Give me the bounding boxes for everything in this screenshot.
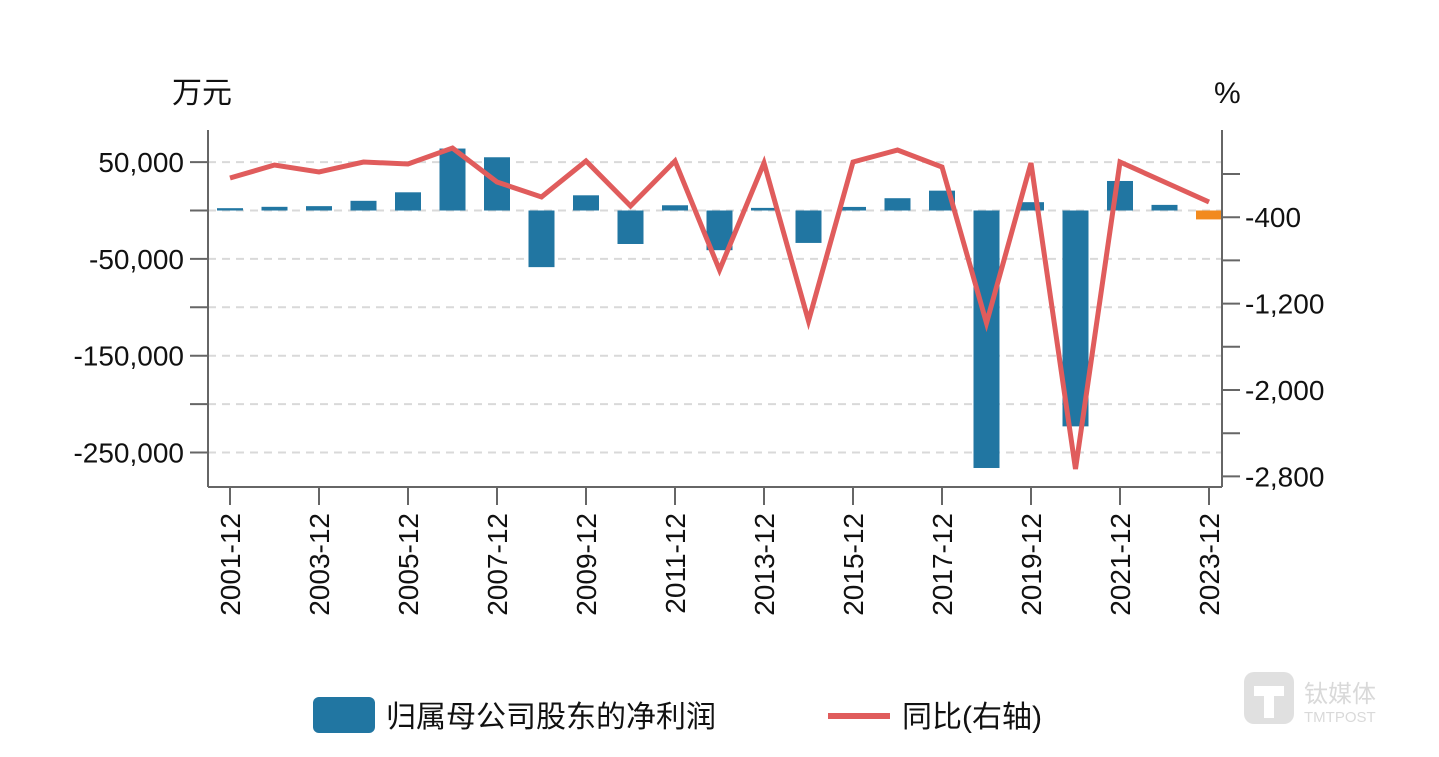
watermark-logo: 钛媒体 TMTPOST bbox=[1244, 672, 1376, 726]
x-tick-label: 2007-12 bbox=[482, 513, 513, 616]
bar bbox=[262, 207, 288, 211]
x-tick-label: 2015-12 bbox=[838, 513, 869, 616]
right-tick-label: -2,000 bbox=[1245, 375, 1324, 406]
bar bbox=[217, 208, 243, 210]
line-series bbox=[230, 148, 1209, 469]
bar bbox=[796, 211, 822, 243]
x-tick-label: 2021-12 bbox=[1105, 513, 1136, 616]
bar bbox=[306, 206, 332, 210]
legend: 归属母公司股东的净利润 同比(右轴) bbox=[313, 697, 1042, 734]
bar bbox=[840, 207, 866, 211]
bar bbox=[395, 192, 421, 210]
x-tick-label: 2017-12 bbox=[927, 513, 958, 616]
bar bbox=[573, 195, 599, 210]
bar bbox=[529, 211, 555, 268]
bar bbox=[1152, 205, 1178, 211]
x-tick-label: 2005-12 bbox=[393, 513, 424, 616]
legend-label-bar: 归属母公司股东的净利润 bbox=[386, 701, 716, 734]
left-tick-label: -50,000 bbox=[89, 244, 184, 275]
x-tick-label: 2011-12 bbox=[660, 513, 691, 614]
left-axis-unit: 万元 bbox=[172, 77, 232, 110]
left-tick-label: -150,000 bbox=[73, 341, 184, 372]
legend-label-line: 同比(右轴) bbox=[902, 701, 1042, 734]
bar bbox=[974, 211, 1000, 468]
x-tick-label: 2001-12 bbox=[215, 513, 246, 616]
right-tick-label: -400 bbox=[1245, 202, 1301, 233]
bar bbox=[662, 205, 688, 210]
x-tick-label: 2009-12 bbox=[571, 513, 602, 616]
x-tick-label: 2023-12 bbox=[1194, 513, 1225, 616]
right-tick-label: -1,200 bbox=[1245, 289, 1324, 320]
axes: 50,000 -50,000 -150,000 -250,000 -400 -1,200 -… bbox=[73, 130, 1324, 616]
svg-text:TMTPOST: TMTPOST bbox=[1304, 709, 1376, 726]
right-axis-unit: % bbox=[1214, 77, 1241, 110]
x-tick-label: 2003-12 bbox=[304, 513, 335, 616]
right-tick-label: -2,800 bbox=[1245, 461, 1324, 492]
bar bbox=[751, 208, 777, 211]
bar bbox=[885, 198, 911, 210]
left-tick-label: 50,000 bbox=[98, 147, 184, 178]
svg-text:钛媒体: 钛媒体 bbox=[1304, 681, 1376, 708]
bar bbox=[1196, 211, 1222, 220]
yoy-line bbox=[230, 148, 1209, 469]
legend-swatch-bar bbox=[313, 697, 375, 733]
x-tick-label: 2019-12 bbox=[1016, 513, 1047, 616]
left-tick-label: -250,000 bbox=[73, 438, 184, 469]
x-tick-label: 2013-12 bbox=[749, 513, 780, 616]
bar bbox=[618, 211, 644, 244]
bar bbox=[1107, 181, 1133, 211]
bar bbox=[351, 201, 377, 211]
